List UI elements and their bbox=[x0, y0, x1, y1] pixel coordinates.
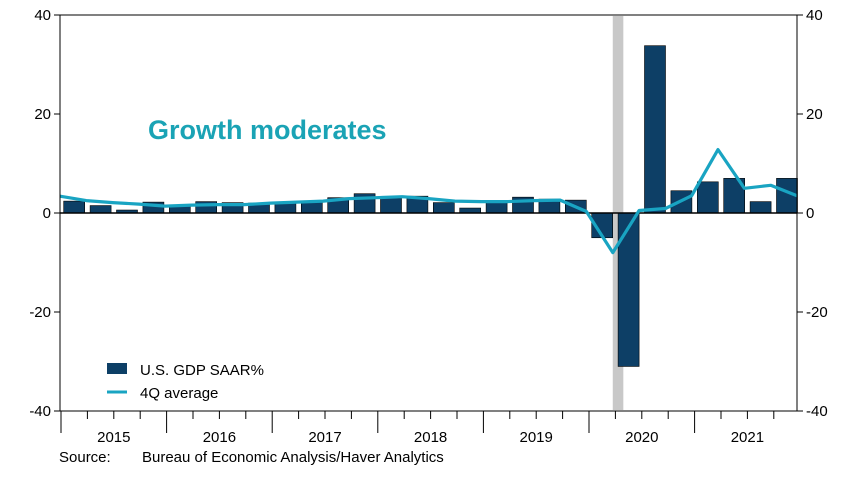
left-y-tick-label: -40 bbox=[29, 403, 51, 420]
gdp-bar bbox=[617, 212, 640, 367]
gdp-bar bbox=[459, 207, 482, 214]
x-tick-label: 2021 bbox=[731, 429, 764, 446]
x-tick-label: 2018 bbox=[414, 429, 447, 446]
gdp-bar bbox=[63, 200, 86, 214]
gdp-bar bbox=[644, 45, 666, 214]
legend: U.S. GDP SAAR% 4Q average bbox=[107, 362, 264, 402]
right-y-axis: -40 -20 0 20 40 bbox=[797, 7, 828, 420]
gdp-bar bbox=[485, 201, 508, 214]
legend-bar-swatch bbox=[107, 363, 127, 374]
legend-bar-label: U.S. GDP SAAR% bbox=[140, 362, 264, 379]
gdp-bar bbox=[89, 205, 112, 214]
right-y-tick-label: -40 bbox=[806, 403, 828, 420]
x-tick-label: 2017 bbox=[308, 429, 341, 446]
x-axis: 2015 2016 2017 2018 2019 2020 2021 bbox=[60, 411, 775, 446]
source-text: Bureau of Economic Analysis/Haver Analyt… bbox=[142, 449, 444, 466]
x-tick-label: 2016 bbox=[203, 429, 236, 446]
x-tick-label: 2020 bbox=[625, 429, 658, 446]
right-y-tick-label: 40 bbox=[806, 7, 823, 24]
legend-line-label: 4Q average bbox=[140, 385, 218, 402]
gdp-bar bbox=[749, 201, 772, 214]
average-line bbox=[59, 148, 798, 255]
x-tick-label: 2015 bbox=[97, 429, 130, 446]
x-tick-label: 2019 bbox=[520, 429, 553, 446]
left-y-tick-label: -20 bbox=[29, 304, 51, 321]
left-y-tick-label: 40 bbox=[34, 7, 51, 24]
left-y-tick-label: 20 bbox=[34, 106, 51, 123]
gdp-bar bbox=[300, 201, 323, 214]
right-y-tick-label: -20 bbox=[806, 304, 828, 321]
gdp-bar bbox=[696, 181, 719, 214]
right-y-tick-label: 20 bbox=[806, 106, 823, 123]
right-y-tick-label: 0 bbox=[806, 205, 814, 222]
left-y-axis: -40 -20 0 20 40 bbox=[29, 7, 60, 420]
gdp-bar bbox=[432, 202, 455, 214]
gdp-bar bbox=[380, 197, 402, 214]
left-y-tick-label: 0 bbox=[43, 205, 51, 222]
chart-annotation: Growth moderates bbox=[148, 115, 387, 145]
source-label: Source: bbox=[59, 449, 111, 466]
